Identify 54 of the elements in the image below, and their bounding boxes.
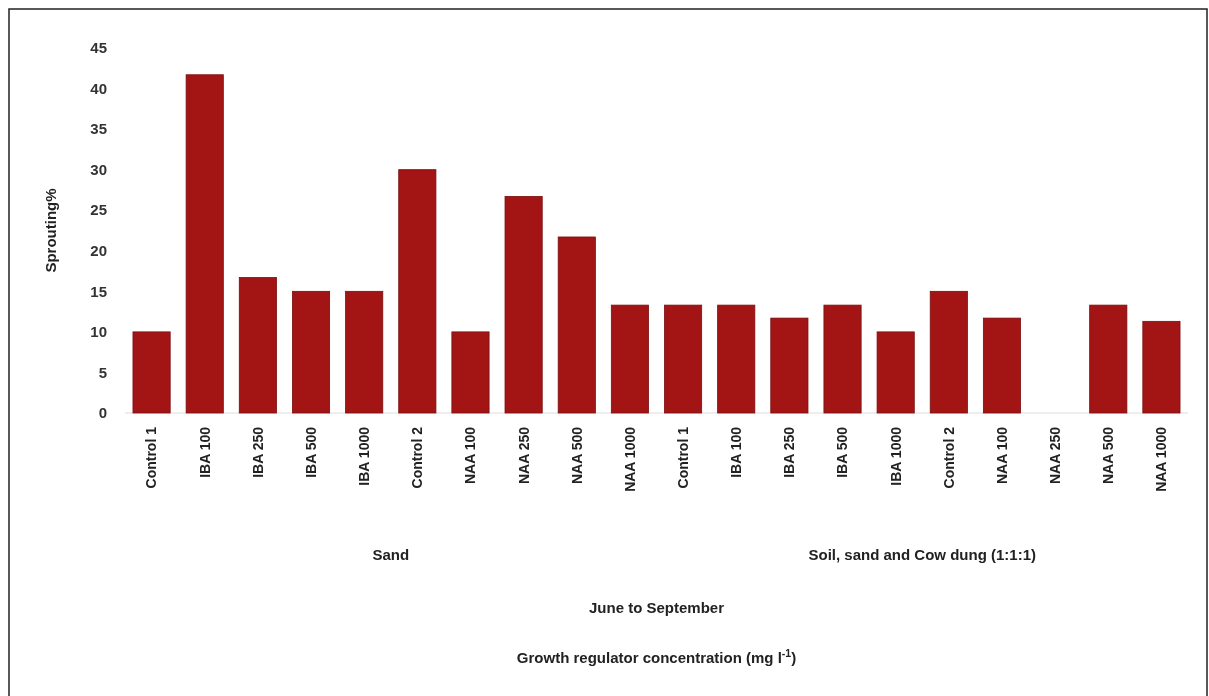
bar [557,236,596,414]
y-tick-label: 25 [90,201,107,219]
y-tick-label: 15 [90,282,107,300]
x-tick-label: IBA 500 [302,426,319,478]
x-tick-label: IBA 250 [249,426,266,478]
y-tick-label: 0 [98,404,107,422]
bar [292,290,331,414]
y-tick-label: 40 [90,79,107,97]
bar [770,317,809,414]
x-tick-label: NAA 250 [1047,426,1064,485]
bar [132,331,171,414]
bar [238,277,277,414]
bar [185,74,224,414]
x-tick-label: NAA 100 [462,426,479,485]
bar [1089,304,1128,414]
y-tick-label: 45 [90,39,107,57]
bar [1142,320,1181,414]
bar [982,317,1021,414]
x-tick-label: NAA 500 [568,426,585,485]
text: Sand [372,546,410,563]
x-tick-label: IBA 100 [196,426,213,478]
x-tick-label: IBA 100 [728,426,745,478]
bar [451,331,490,414]
bar [823,304,862,414]
bar [504,196,543,414]
x-tick-label: Control 2 [940,426,957,489]
bar [876,331,915,414]
y-axis-title: Sprouting% [42,188,59,273]
x-tick-label: IBA 1000 [356,426,373,486]
text: Growth regulator concentration (mg l$^{-1}$) [516,647,797,666]
bar [664,304,703,414]
y-tick-label: 35 [90,120,107,138]
x-tick-label: Control 1 [674,426,691,489]
bar [610,304,649,414]
x-tick-label: IBA 500 [834,426,851,478]
y-tick-label: 5 [98,363,107,381]
text: Soil, sand and Cow dung (1:1:1) [808,546,1037,563]
x-tick-label: IBA 1000 [887,426,904,486]
x-tick-label: NAA 250 [515,426,532,485]
x-tick-label: NAA 500 [1100,426,1117,485]
bar [345,290,384,414]
bar [929,290,968,414]
x-tick-label: NAA 100 [993,426,1010,485]
y-tick-label: 30 [90,160,107,178]
x-tick-label: Control 1 [143,426,160,489]
x-tick-label: NAA 1000 [1153,426,1170,492]
y-tick-label: 20 [90,242,107,260]
x-tick-label: Control 2 [409,426,426,489]
text: June to September [588,599,725,616]
x-tick-label: IBA 250 [781,426,798,478]
y-tick-label: 10 [90,323,107,341]
bar [398,169,437,414]
x-tick-label: NAA 1000 [621,426,638,492]
bar [717,304,756,414]
